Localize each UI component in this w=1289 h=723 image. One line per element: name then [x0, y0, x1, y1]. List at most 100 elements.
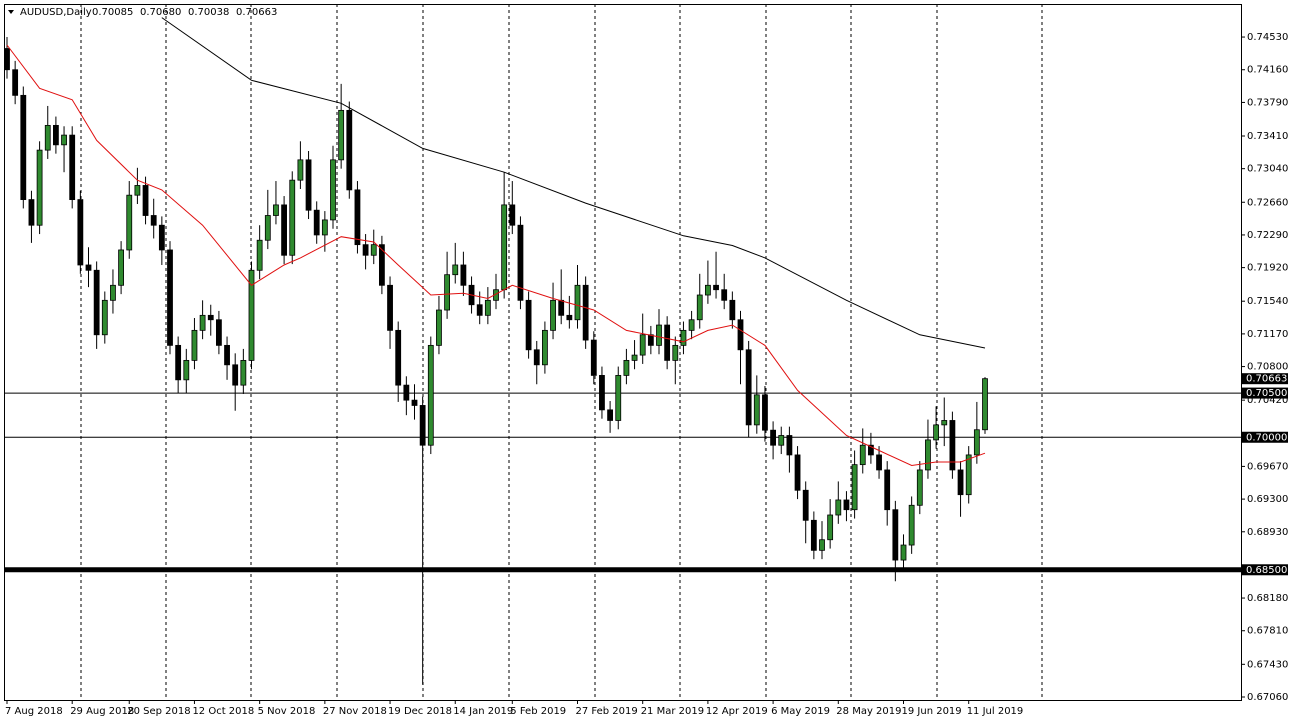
candle-body	[224, 344, 230, 366]
candle-body	[240, 359, 247, 386]
candle-body	[623, 359, 630, 376]
candle-body	[395, 329, 402, 386]
candle-body	[248, 269, 255, 361]
candle-body	[778, 435, 785, 446]
candle-body	[566, 314, 573, 321]
candle-body	[590, 339, 597, 376]
y-tick-label: 0.72290	[1247, 230, 1288, 241]
x-tick-label: 12 Apr 2019	[706, 706, 768, 717]
candle-body	[101, 299, 108, 336]
x-tick-label: 12 Oct 2018	[192, 706, 254, 717]
candle-body	[419, 405, 426, 446]
x-tick-label: 29 Aug 2018	[70, 706, 134, 717]
candle-body	[721, 289, 728, 301]
y-tick-label: 0.74530	[1247, 32, 1288, 43]
candle-body	[69, 134, 76, 201]
candle-body	[53, 124, 59, 146]
candle-body	[387, 284, 393, 331]
candle-body	[297, 159, 304, 181]
candle-body	[892, 509, 899, 561]
candle-body	[484, 299, 491, 316]
candle-body	[110, 284, 116, 301]
price-label: 0.70000	[1246, 432, 1287, 443]
candle-body	[729, 299, 736, 321]
y-tick-label: 0.73040	[1247, 164, 1288, 175]
current-price-box	[1242, 373, 1288, 385]
symbol: AUDUSD,Daily	[20, 7, 92, 18]
candle-body	[167, 249, 173, 346]
candle-body	[737, 319, 744, 351]
candle-body	[191, 329, 198, 361]
candle-body	[574, 284, 581, 321]
candle-body	[305, 159, 312, 211]
candle-body	[338, 109, 345, 161]
candle-body	[672, 344, 679, 361]
x-tick-label: 21 Mar 2019	[641, 706, 704, 717]
candle-body	[289, 179, 296, 256]
candle-body	[403, 384, 410, 401]
candle-body	[525, 299, 532, 351]
candle-body	[509, 204, 516, 226]
candle-body	[664, 324, 671, 361]
price-label-box	[1242, 431, 1288, 443]
candle-body	[411, 399, 418, 406]
candle-body	[452, 264, 459, 276]
candle-body	[517, 224, 524, 301]
candle-body	[859, 444, 866, 466]
candle-body	[973, 429, 980, 456]
y-tick-label: 0.69300	[1247, 494, 1288, 505]
close-label: 0.70663	[236, 7, 277, 18]
candle-body	[36, 149, 43, 226]
y-tick-label: 0.70420	[1247, 395, 1288, 406]
x-tick-label: 14 Jan 2019	[453, 706, 513, 717]
candle-body	[44, 124, 51, 151]
candle-body	[215, 319, 222, 346]
candle-body	[444, 274, 451, 311]
candle-body	[851, 464, 858, 511]
candle-body	[12, 69, 19, 96]
candle-body	[126, 194, 133, 251]
x-tick-label: 20 Sep 2018	[127, 706, 190, 717]
y-tick-label: 0.70800	[1247, 362, 1288, 373]
candle-body	[330, 159, 336, 221]
x-tick-label: 28 May 2019	[836, 706, 901, 717]
price-label-box	[1242, 564, 1288, 576]
candle-body	[827, 514, 834, 541]
candle-body	[745, 349, 752, 426]
candle-body	[134, 185, 141, 196]
candle-body	[794, 454, 801, 491]
candle-body	[28, 199, 35, 226]
candle-body	[378, 244, 385, 286]
x-tick-label: 19 Dec 2018	[388, 706, 452, 717]
y-tick-label: 0.71170	[1247, 329, 1288, 340]
candle-body	[118, 249, 124, 286]
candle-body	[705, 284, 711, 296]
y-tick-label: 0.73790	[1247, 97, 1288, 108]
high-label: 0.70680	[140, 7, 181, 18]
price-label: 0.70500	[1246, 388, 1287, 399]
candle-body	[884, 469, 891, 511]
candle-body	[786, 435, 793, 456]
x-tick-label: 27 Feb 2019	[576, 706, 638, 717]
candle-body	[876, 454, 882, 471]
candle-body	[476, 304, 483, 316]
candle-body	[770, 429, 776, 446]
x-tick-label: 5 Feb 2019	[510, 706, 566, 717]
candle-body	[436, 309, 442, 346]
candle-body	[810, 519, 817, 551]
candle-body	[599, 375, 605, 411]
candle-body	[835, 499, 842, 516]
candle-body	[949, 420, 956, 471]
price-label: 0.68500	[1246, 565, 1287, 576]
candle-body	[427, 344, 434, 446]
y-tick-label: 0.71540	[1247, 296, 1288, 307]
candle-body	[615, 375, 622, 421]
x-tick-label: 27 Nov 2018	[323, 706, 387, 717]
candle-body	[281, 204, 288, 256]
candle-body	[354, 189, 361, 246]
candle-body	[158, 224, 165, 251]
candle-body	[207, 314, 214, 321]
candle-body	[713, 284, 719, 291]
candle-body	[680, 329, 687, 346]
